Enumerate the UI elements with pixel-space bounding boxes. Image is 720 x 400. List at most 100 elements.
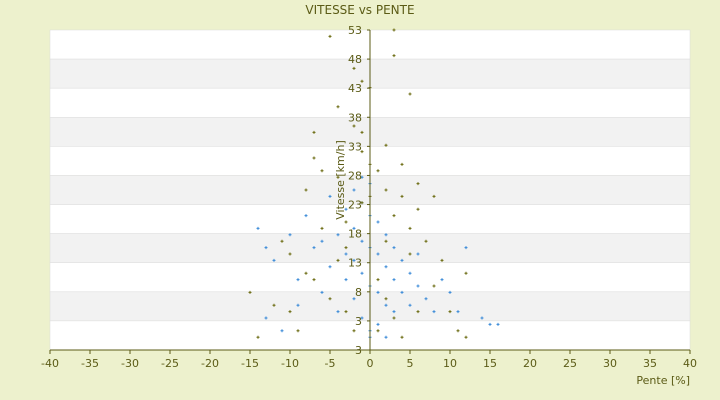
data-point [296,329,300,333]
data-point [384,233,388,237]
x-tick-label: -20 [201,357,219,370]
data-point [400,258,404,262]
data-point [408,271,412,275]
data-point [376,329,380,333]
data-point [328,194,332,198]
data-point [296,278,300,282]
data-point [336,105,340,109]
data-point [440,258,444,262]
data-point [488,322,492,326]
data-point [320,239,324,243]
y-tick-label: 38 [348,111,362,124]
x-tick-label: 15 [483,357,497,370]
data-point [264,316,268,320]
data-point [376,290,380,294]
data-point [400,290,404,294]
data-point [256,226,260,230]
data-point [280,239,284,243]
data-point [384,297,388,301]
data-point [336,258,340,262]
data-point [496,322,500,326]
data-point [392,246,396,250]
x-tick-label: -5 [325,357,336,370]
y-tick-label: 28 [348,169,362,182]
data-point [400,162,404,166]
data-point [328,265,332,269]
data-point [432,310,436,314]
data-point [416,310,420,314]
x-axis-label: Pente [%] [636,374,690,387]
data-point [392,278,396,282]
x-tick-label: 20 [523,357,537,370]
data-point [344,252,348,256]
data-point [448,310,452,314]
data-point [384,239,388,243]
data-point [336,310,340,314]
data-point [352,124,356,128]
x-tick-label: 25 [563,357,577,370]
data-point [344,310,348,314]
x-tick-label: 35 [643,357,657,370]
data-point [328,297,332,301]
data-point [416,284,420,288]
y-tick-label: 8 [355,286,362,299]
data-point [376,252,380,256]
data-point [384,188,388,192]
y-tick-label: 48 [348,53,362,66]
data-point [360,271,364,275]
data-point [360,175,364,179]
data-point [264,246,268,250]
x-tick-label: -10 [281,357,299,370]
data-point [384,143,388,147]
data-point [360,316,364,320]
data-point [344,278,348,282]
data-point [432,194,436,198]
y-axis-label: Vitesse [km/h] [334,140,347,220]
x-tick-label: 10 [443,357,457,370]
x-tick-label: 0 [367,357,374,370]
data-point [360,201,364,205]
x-tick-label: -15 [241,357,259,370]
data-point [392,54,396,58]
data-point [320,290,324,294]
data-point [408,303,412,307]
data-point [408,252,412,256]
data-point [336,233,340,237]
data-point [312,246,316,250]
data-point [352,329,356,333]
y-tick-label: 18 [348,228,362,241]
data-point [392,316,396,320]
data-point [384,335,388,339]
x-tick-label: -30 [121,357,139,370]
data-point [464,246,468,250]
x-tick-label: 40 [683,357,697,370]
data-point [320,169,324,173]
x-tick-label: 30 [603,357,617,370]
y-tick-label: 3 [355,315,362,328]
data-point [280,329,284,333]
data-point [304,214,308,218]
data-point [352,297,356,301]
data-point [360,150,364,154]
data-point [384,303,388,307]
y-tick-label: 43 [348,82,362,95]
data-point [288,233,292,237]
data-point [312,156,316,160]
data-point [464,271,468,275]
data-point [320,226,324,230]
data-point [400,335,404,339]
points-layer [248,28,500,339]
y-tick-label: 33 [348,140,362,153]
data-point [288,252,292,256]
data-point [272,303,276,307]
data-point [288,310,292,314]
data-point [480,316,484,320]
data-point [416,182,420,186]
data-point [416,252,420,256]
data-point [352,226,356,230]
data-point [344,246,348,250]
data-point [344,220,348,224]
data-point [360,79,364,83]
data-point [360,239,364,243]
